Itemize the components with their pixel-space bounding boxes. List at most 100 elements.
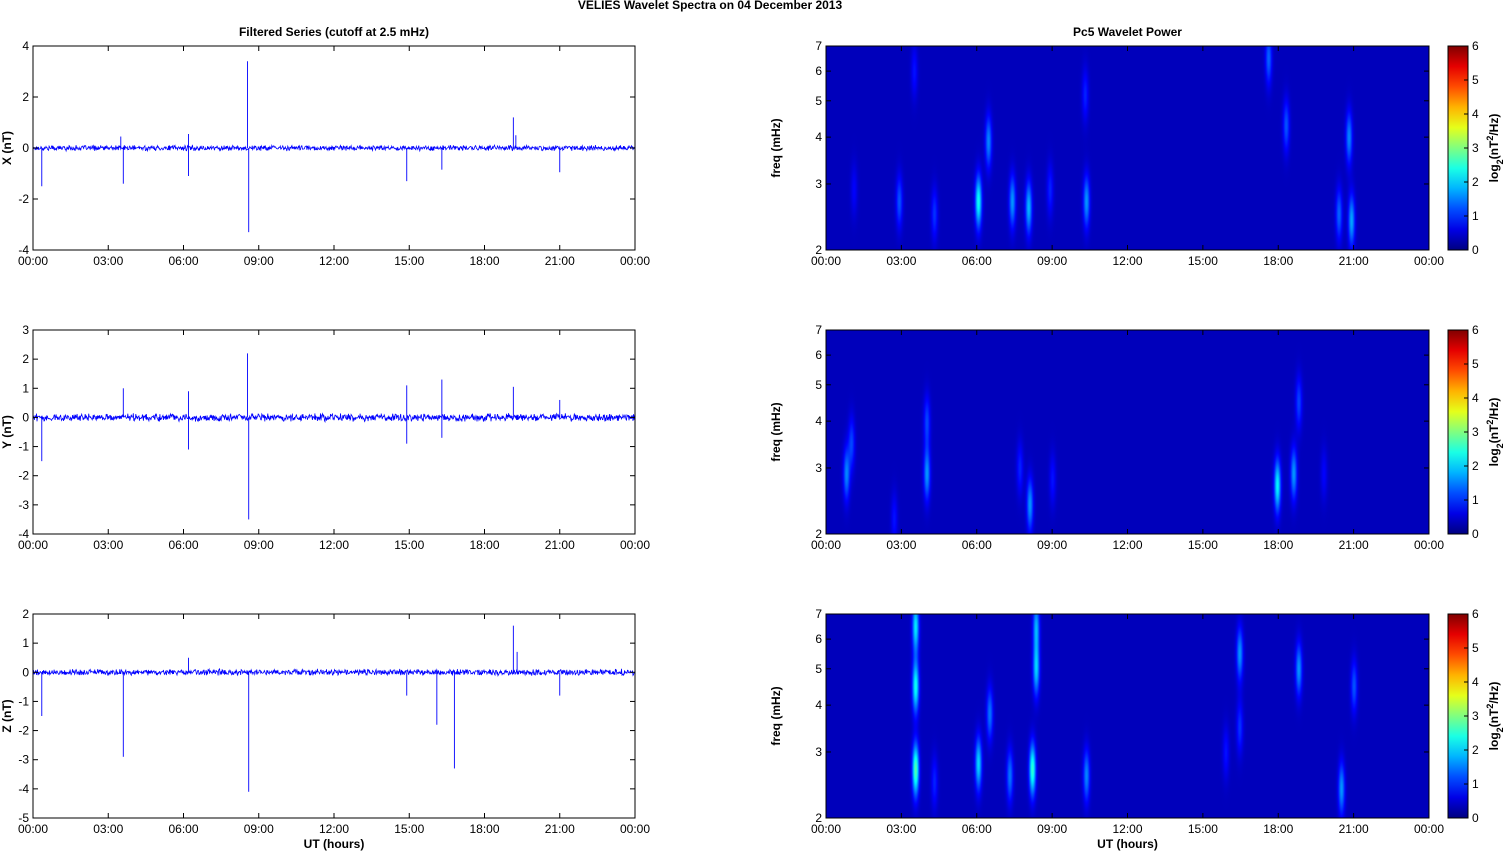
y-tick-label: -3 [18, 498, 29, 512]
x-tick-label: 00:00 [1414, 254, 1444, 268]
x-tick-label: 12:00 [319, 822, 349, 836]
x-tick-label: 12:00 [1112, 538, 1142, 552]
panel-title: Filtered Series (cutoff at 2.5 mHz) [239, 25, 429, 39]
x-tick-label: 12:00 [319, 538, 349, 552]
x-tick-label: 06:00 [962, 822, 992, 836]
x-tick-label: 00:00 [811, 822, 841, 836]
y-tick-label: 4 [815, 698, 822, 712]
colorbar: 0 1 2 3 4 5 6 log2(nT2/Hz) [1447, 607, 1505, 825]
x-tick-label: 09:00 [1037, 538, 1067, 552]
y-tick-label: -4 [18, 782, 29, 796]
x-tick-label: 21:00 [545, 254, 575, 268]
series-line [32, 143, 636, 153]
x-tick-label: 06:00 [168, 822, 198, 836]
wavelet-canvas [826, 330, 1429, 534]
y-tick-label: 6 [815, 632, 822, 646]
x-tick-label: 18:00 [469, 254, 499, 268]
x-tick-label: 09:00 [1037, 254, 1067, 268]
colorbar-tick-label: 5 [1472, 73, 1479, 87]
x-tick-label: 09:00 [244, 822, 274, 836]
x-tick-label: 12:00 [1112, 822, 1142, 836]
y-tick-label: 0 [22, 141, 29, 155]
y-tick-label: 1 [22, 381, 29, 395]
series-line [32, 667, 636, 677]
colorbar: 0 1 2 3 4 5 6 log2(nT2/Hz) [1447, 39, 1505, 257]
y-tick-label: 3 [815, 461, 822, 475]
x-tick-label: 21:00 [1339, 254, 1369, 268]
colorbar-tick-label: 2 [1472, 175, 1479, 189]
plot-area [33, 614, 635, 818]
series-panel-3: 00:00 03:00 06:00 09:00 12:00 15:00 18:00 21:00… [0, 607, 650, 851]
x-tick-label: 18:00 [469, 822, 499, 836]
colorbar-tick-label: 4 [1472, 107, 1479, 121]
x-tick-label: 06:00 [962, 254, 992, 268]
figure-title: VELIES Wavelet Spectra on 04 December 20… [578, 0, 843, 12]
y-tick-label: 2 [815, 243, 822, 257]
x-tick-label: 18:00 [1263, 822, 1293, 836]
x-tick-label: 00:00 [620, 254, 650, 268]
colorbar-tick-label: 1 [1472, 493, 1479, 507]
x-tick-label: 15:00 [1188, 538, 1218, 552]
colorbar-tick-label: 6 [1472, 323, 1479, 337]
y-tick-label: 7 [815, 323, 822, 337]
x-tick-label: 06:00 [168, 538, 198, 552]
colorbar-tick-label: 4 [1472, 391, 1479, 405]
x-tick-label: 00:00 [620, 822, 650, 836]
x-tick-label: 00:00 [1414, 822, 1444, 836]
colorbar-tick-label: 2 [1472, 743, 1479, 757]
colorbar-tick-label: 2 [1472, 459, 1479, 473]
x-tick-label: 18:00 [469, 538, 499, 552]
x-tick-label: 03:00 [886, 254, 916, 268]
x-tick-label: 06:00 [168, 254, 198, 268]
y-tick-label: -4 [18, 243, 29, 257]
y-tick-label: -2 [18, 192, 29, 206]
x-tick-label: 00:00 [1414, 538, 1444, 552]
x-axis-label: UT (hours) [1097, 837, 1158, 851]
y-axis-label: freq (mHz) [769, 118, 783, 177]
x-tick-label: 03:00 [886, 822, 916, 836]
plot-area [33, 330, 635, 534]
wavelet-panel-2: 00:00 03:00 06:00 09:00 12:00 15:00 18:00 21:00… [769, 323, 1505, 552]
x-tick-label: 21:00 [1339, 822, 1369, 836]
y-tick-label: -1 [18, 694, 29, 708]
y-tick-label: -4 [18, 527, 29, 541]
y-tick-label: 5 [815, 378, 822, 392]
y-tick-label: -3 [18, 753, 29, 767]
x-tick-label: 21:00 [545, 538, 575, 552]
wavelet-panel-3: 00:00 03:00 06:00 09:00 12:00 15:00 18:00 21:00… [769, 607, 1505, 851]
x-axis-label: UT (hours) [304, 837, 365, 851]
wavelet-panel-1: 00:00 03:00 06:00 09:00 12:00 15:00 18:00 21:00… [769, 25, 1505, 268]
x-tick-label: 00:00 [811, 538, 841, 552]
wavelet-image [826, 330, 1429, 534]
y-tick-label: 3 [815, 177, 822, 191]
x-tick-label: 00:00 [811, 254, 841, 268]
colorbar-tick-label: 4 [1472, 675, 1479, 689]
y-tick-label: 2 [22, 607, 29, 621]
y-tick-label: 7 [815, 39, 822, 53]
y-tick-label: 5 [815, 662, 822, 676]
wavelet-canvas [826, 46, 1429, 250]
x-tick-label: 03:00 [93, 254, 123, 268]
colorbar-tick-label: 0 [1472, 811, 1479, 825]
colorbar-tick-label: 1 [1472, 777, 1479, 791]
colorbar-tick-label: 3 [1472, 425, 1479, 439]
colorbar-label: log2(nT2/Hz) [1485, 398, 1505, 467]
y-tick-label: -5 [18, 811, 29, 825]
y-tick-label: 4 [815, 414, 822, 428]
wavelet-image [826, 614, 1429, 818]
x-tick-label: 09:00 [244, 254, 274, 268]
y-tick-label: -1 [18, 440, 29, 454]
x-tick-label: 00:00 [18, 254, 48, 268]
y-tick-label: 2 [815, 527, 822, 541]
y-tick-label: 6 [815, 64, 822, 78]
colorbar-label: log2(nT2/Hz) [1485, 682, 1505, 751]
x-tick-label: 18:00 [1263, 538, 1293, 552]
y-tick-label: 2 [22, 90, 29, 104]
x-tick-label: 12:00 [319, 254, 349, 268]
x-tick-label: 12:00 [1112, 254, 1142, 268]
y-tick-label: 0 [22, 410, 29, 424]
x-tick-label: 00:00 [18, 822, 48, 836]
y-tick-label: 5 [815, 94, 822, 108]
y-axis-label: X (nT) [0, 131, 14, 165]
